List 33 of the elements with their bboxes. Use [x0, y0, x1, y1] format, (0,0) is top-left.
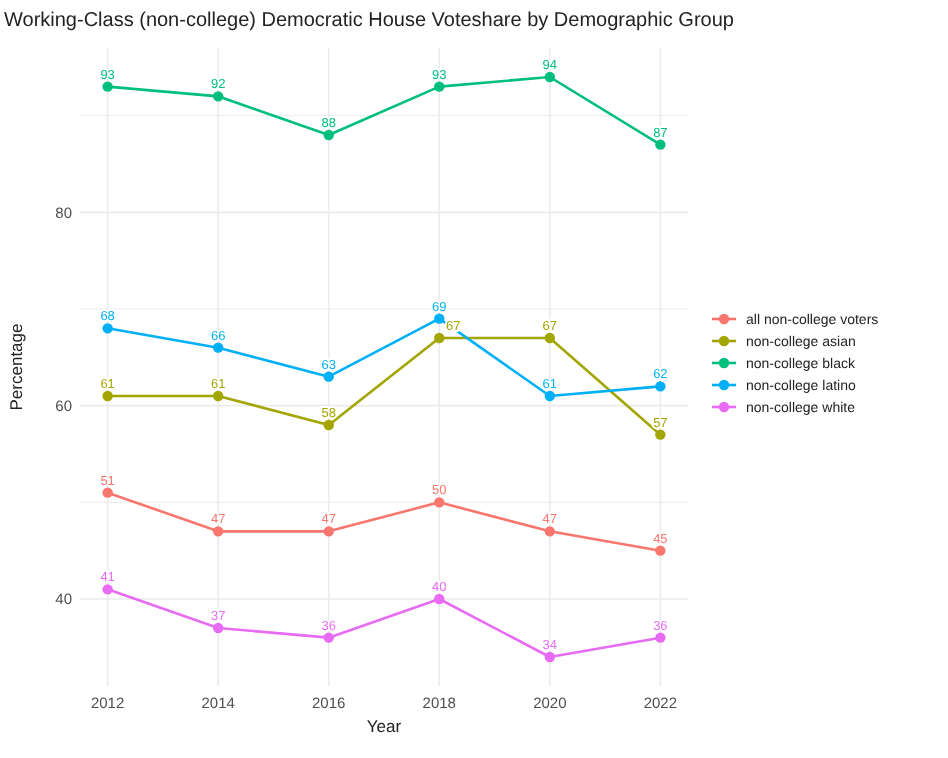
point	[434, 313, 445, 324]
point	[655, 429, 666, 440]
point	[323, 129, 334, 141]
point	[212, 526, 224, 537]
point	[323, 526, 334, 537]
point	[212, 342, 224, 353]
x-axis-title: Year	[366, 716, 402, 736]
chart-title: Working-Class (non-college) Democratic House Voteshare by Demographic Group	[4, 10, 735, 32]
point	[655, 545, 666, 556]
point	[434, 593, 445, 605]
point	[102, 323, 113, 334]
point	[655, 632, 666, 643]
point	[102, 584, 113, 595]
point	[434, 497, 445, 508]
point	[212, 390, 224, 402]
point	[102, 487, 113, 498]
point	[544, 651, 556, 663]
point	[434, 81, 445, 92]
point	[544, 71, 556, 83]
point	[655, 381, 666, 392]
point	[544, 332, 556, 344]
point	[434, 332, 445, 344]
point	[102, 81, 113, 92]
point	[544, 390, 556, 402]
point	[212, 622, 224, 634]
point	[544, 526, 556, 537]
point	[212, 91, 224, 102]
point	[323, 419, 334, 431]
point	[102, 390, 113, 402]
point	[323, 632, 334, 643]
point	[655, 139, 666, 150]
point	[323, 371, 334, 382]
y-axis-title: Percentage	[6, 322, 26, 411]
